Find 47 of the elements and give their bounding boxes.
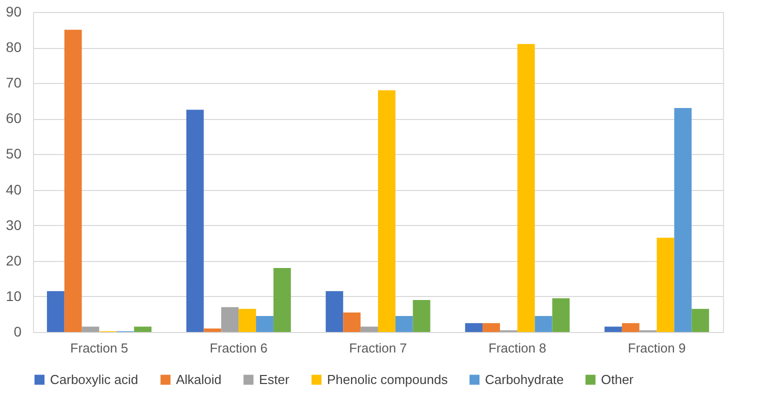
bar [692, 308, 710, 332]
y-tick-label: 10 [6, 288, 22, 304]
legend-label: Carboxylic acid [50, 372, 138, 387]
bar [256, 316, 274, 332]
bar [656, 238, 674, 332]
bar [412, 300, 430, 332]
bar [395, 316, 413, 332]
bar [378, 90, 396, 332]
y-tick-label: 20 [6, 252, 22, 268]
y-tick-label: 0 [14, 324, 22, 340]
y-tick-label: 80 [6, 39, 22, 56]
x-tick-label: Fraction 8 [488, 340, 546, 356]
bar [534, 316, 552, 332]
y-tick-label: 90 [6, 4, 22, 20]
bar [465, 323, 483, 332]
bar [604, 326, 622, 332]
bar [46, 291, 64, 332]
bar [517, 44, 535, 332]
legend-label: Carbohydrate [485, 372, 564, 387]
bar [482, 323, 500, 332]
bar [238, 308, 256, 332]
x-tick-label: Fraction 5 [70, 340, 128, 356]
bar [326, 291, 344, 332]
bar [674, 108, 692, 332]
bar [343, 312, 361, 332]
legend-label: Ester [259, 372, 290, 387]
legend-label: Other [601, 372, 634, 387]
bar [360, 326, 378, 332]
bar [82, 326, 100, 332]
bar [134, 326, 152, 332]
x-tick-label: Fraction 7 [349, 340, 407, 356]
bar [204, 328, 222, 332]
y-tick-label: 40 [6, 181, 22, 198]
legend-label: Phenolic compounds [327, 372, 448, 387]
x-tick-label: Fraction 9 [628, 340, 686, 356]
bar [552, 298, 570, 332]
bar [64, 30, 82, 332]
legend-label: Alkaloid [176, 372, 222, 387]
bar [186, 110, 204, 332]
bar [221, 307, 239, 332]
y-tick-label: 50 [6, 146, 22, 162]
y-tick-label: 30 [6, 216, 22, 233]
x-tick-label: Fraction 6 [210, 340, 268, 356]
y-tick-label: 70 [6, 74, 22, 91]
y-tick-label: 60 [6, 110, 22, 126]
bar [622, 323, 640, 332]
bar [273, 268, 291, 332]
